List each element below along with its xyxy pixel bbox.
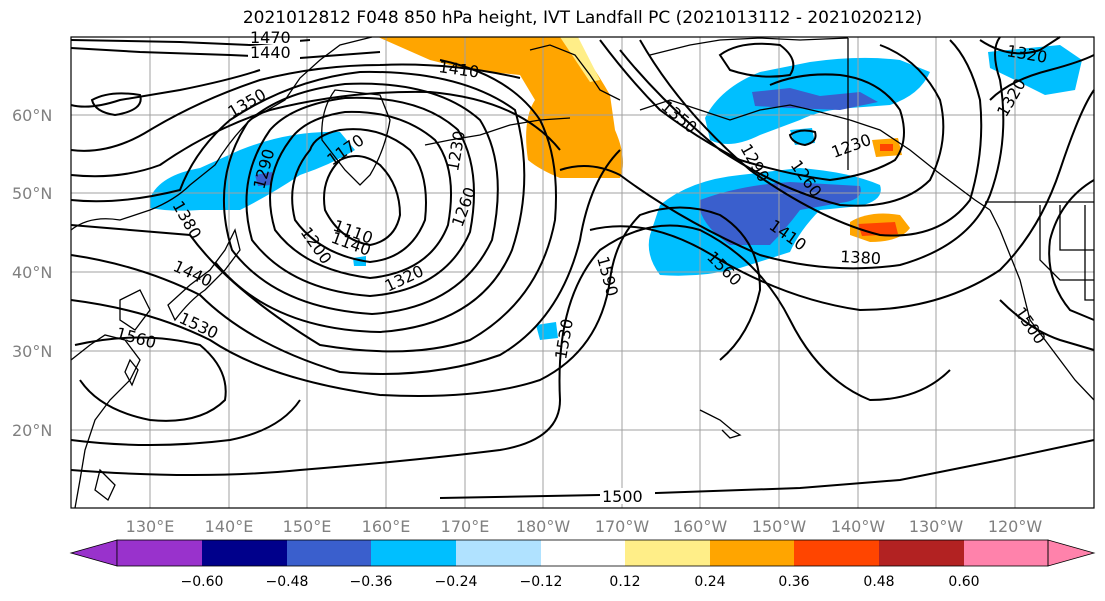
contour-label: 1500 xyxy=(1011,303,1050,347)
contour-label: 1440 xyxy=(170,256,215,290)
colorbar-tick: −0.24 xyxy=(435,574,478,590)
colorbar-tick: −0.12 xyxy=(520,574,563,590)
coast-kamchatka xyxy=(321,89,391,186)
coast-japan xyxy=(167,228,241,322)
lon-label: 180°W xyxy=(516,517,571,536)
lon-label: 160°W xyxy=(673,517,728,536)
shading-layer xyxy=(150,37,1082,340)
lat-label: 20°N xyxy=(12,421,52,440)
colorbar-segment xyxy=(287,540,371,566)
contour-label: 1500 xyxy=(602,487,643,506)
colorbar-segment xyxy=(541,540,625,566)
contour-label: 1440 xyxy=(250,43,291,62)
lon-label: 150°W xyxy=(752,517,807,536)
gridlines xyxy=(71,37,1094,508)
coast-philippines xyxy=(94,468,116,502)
lat-label: 60°N xyxy=(12,106,52,125)
colorbar-segment xyxy=(625,540,710,566)
shade-positive-central-edge xyxy=(560,37,600,82)
lon-label: 120°W xyxy=(988,517,1043,536)
lon-label: 170°W xyxy=(595,517,650,536)
coastlines xyxy=(70,36,1095,509)
colorbar-tick: 0.36 xyxy=(778,574,809,590)
contour-label: 1320 xyxy=(993,75,1030,120)
contour-label: 1260 xyxy=(448,185,480,230)
colorbar-extend-left xyxy=(69,539,118,567)
coast-alaska-north xyxy=(649,37,849,56)
coast-alaska-west xyxy=(529,44,621,101)
contour-label: 1380 xyxy=(840,247,882,268)
shade-negative-northeast xyxy=(988,45,1082,95)
colorbar-tick: 0.60 xyxy=(948,574,979,590)
colorbar-tick: 0.48 xyxy=(863,574,894,590)
lon-label: 130°E xyxy=(126,517,175,536)
lon-label: 140°W xyxy=(831,517,886,536)
colorbar-segment xyxy=(371,540,456,566)
colorbar-segment xyxy=(710,540,794,566)
colorbar-segment xyxy=(117,540,202,566)
colorbar-segment xyxy=(794,540,879,566)
lon-label: 170°E xyxy=(441,517,490,536)
coast-hawaii xyxy=(699,409,742,439)
colorbar-frame xyxy=(116,539,1049,567)
shade-negative-central-core xyxy=(700,182,861,245)
lat-labels: 20°N 30°N 40°N 50°N 60°N xyxy=(12,106,52,440)
figure-title: 2021012812 F048 850 hPa height, IVT Land… xyxy=(242,8,923,28)
colorbar-segment xyxy=(879,540,964,566)
border-states3 xyxy=(1084,205,1094,301)
coast-bc xyxy=(989,209,1095,401)
colorbar-segment xyxy=(456,540,541,566)
shade-positive-small-core xyxy=(880,144,893,151)
lon-label: 140°E xyxy=(205,517,254,536)
colorbar-tick: 0.12 xyxy=(609,574,640,590)
lat-label: 30°N xyxy=(12,342,52,361)
colorbar-segment xyxy=(202,540,287,566)
colorbar-tick: −0.36 xyxy=(350,574,393,590)
shade-negative-west xyxy=(150,131,355,211)
colorbar-tick: 0.24 xyxy=(694,574,725,590)
border-states2 xyxy=(1059,205,1094,251)
lon-labels: 130°E 140°E 150°E 160°E 170°E 180°W 170°… xyxy=(126,517,1043,536)
coast-aleutians xyxy=(424,117,571,146)
coast-korea xyxy=(119,289,151,331)
contour-label: 1530 xyxy=(176,308,221,342)
lat-label: 40°N xyxy=(12,263,52,282)
height-contours xyxy=(70,36,1095,499)
contour-label: 1590 xyxy=(593,254,622,298)
colorbar-extend-right xyxy=(1047,539,1096,567)
colorbar: −0.60 −0.48 −0.36 −0.24 −0.12 0.12 0.24 … xyxy=(69,539,1096,590)
shade-positive-central xyxy=(378,37,624,178)
colorbar-segment xyxy=(964,540,1048,566)
lon-label: 160°E xyxy=(362,517,411,536)
shade-negative-north-core xyxy=(752,88,878,110)
map-frame xyxy=(70,36,1095,509)
colorbar-tick: −0.48 xyxy=(266,574,309,590)
shade-negative-west-core xyxy=(255,172,272,186)
lat-label: 50°N xyxy=(12,184,52,203)
coast-alaska-south xyxy=(639,99,851,121)
lon-label: 150°E xyxy=(283,517,332,536)
contour-label: 1230 xyxy=(829,130,874,162)
contour-label: 1560 xyxy=(114,324,158,353)
lon-label: 130°W xyxy=(909,517,964,536)
colorbar-tick: −0.60 xyxy=(181,574,224,590)
shade-negative-small2 xyxy=(536,322,558,340)
border-states1 xyxy=(1039,205,1094,281)
coast-taiwan xyxy=(124,358,139,387)
